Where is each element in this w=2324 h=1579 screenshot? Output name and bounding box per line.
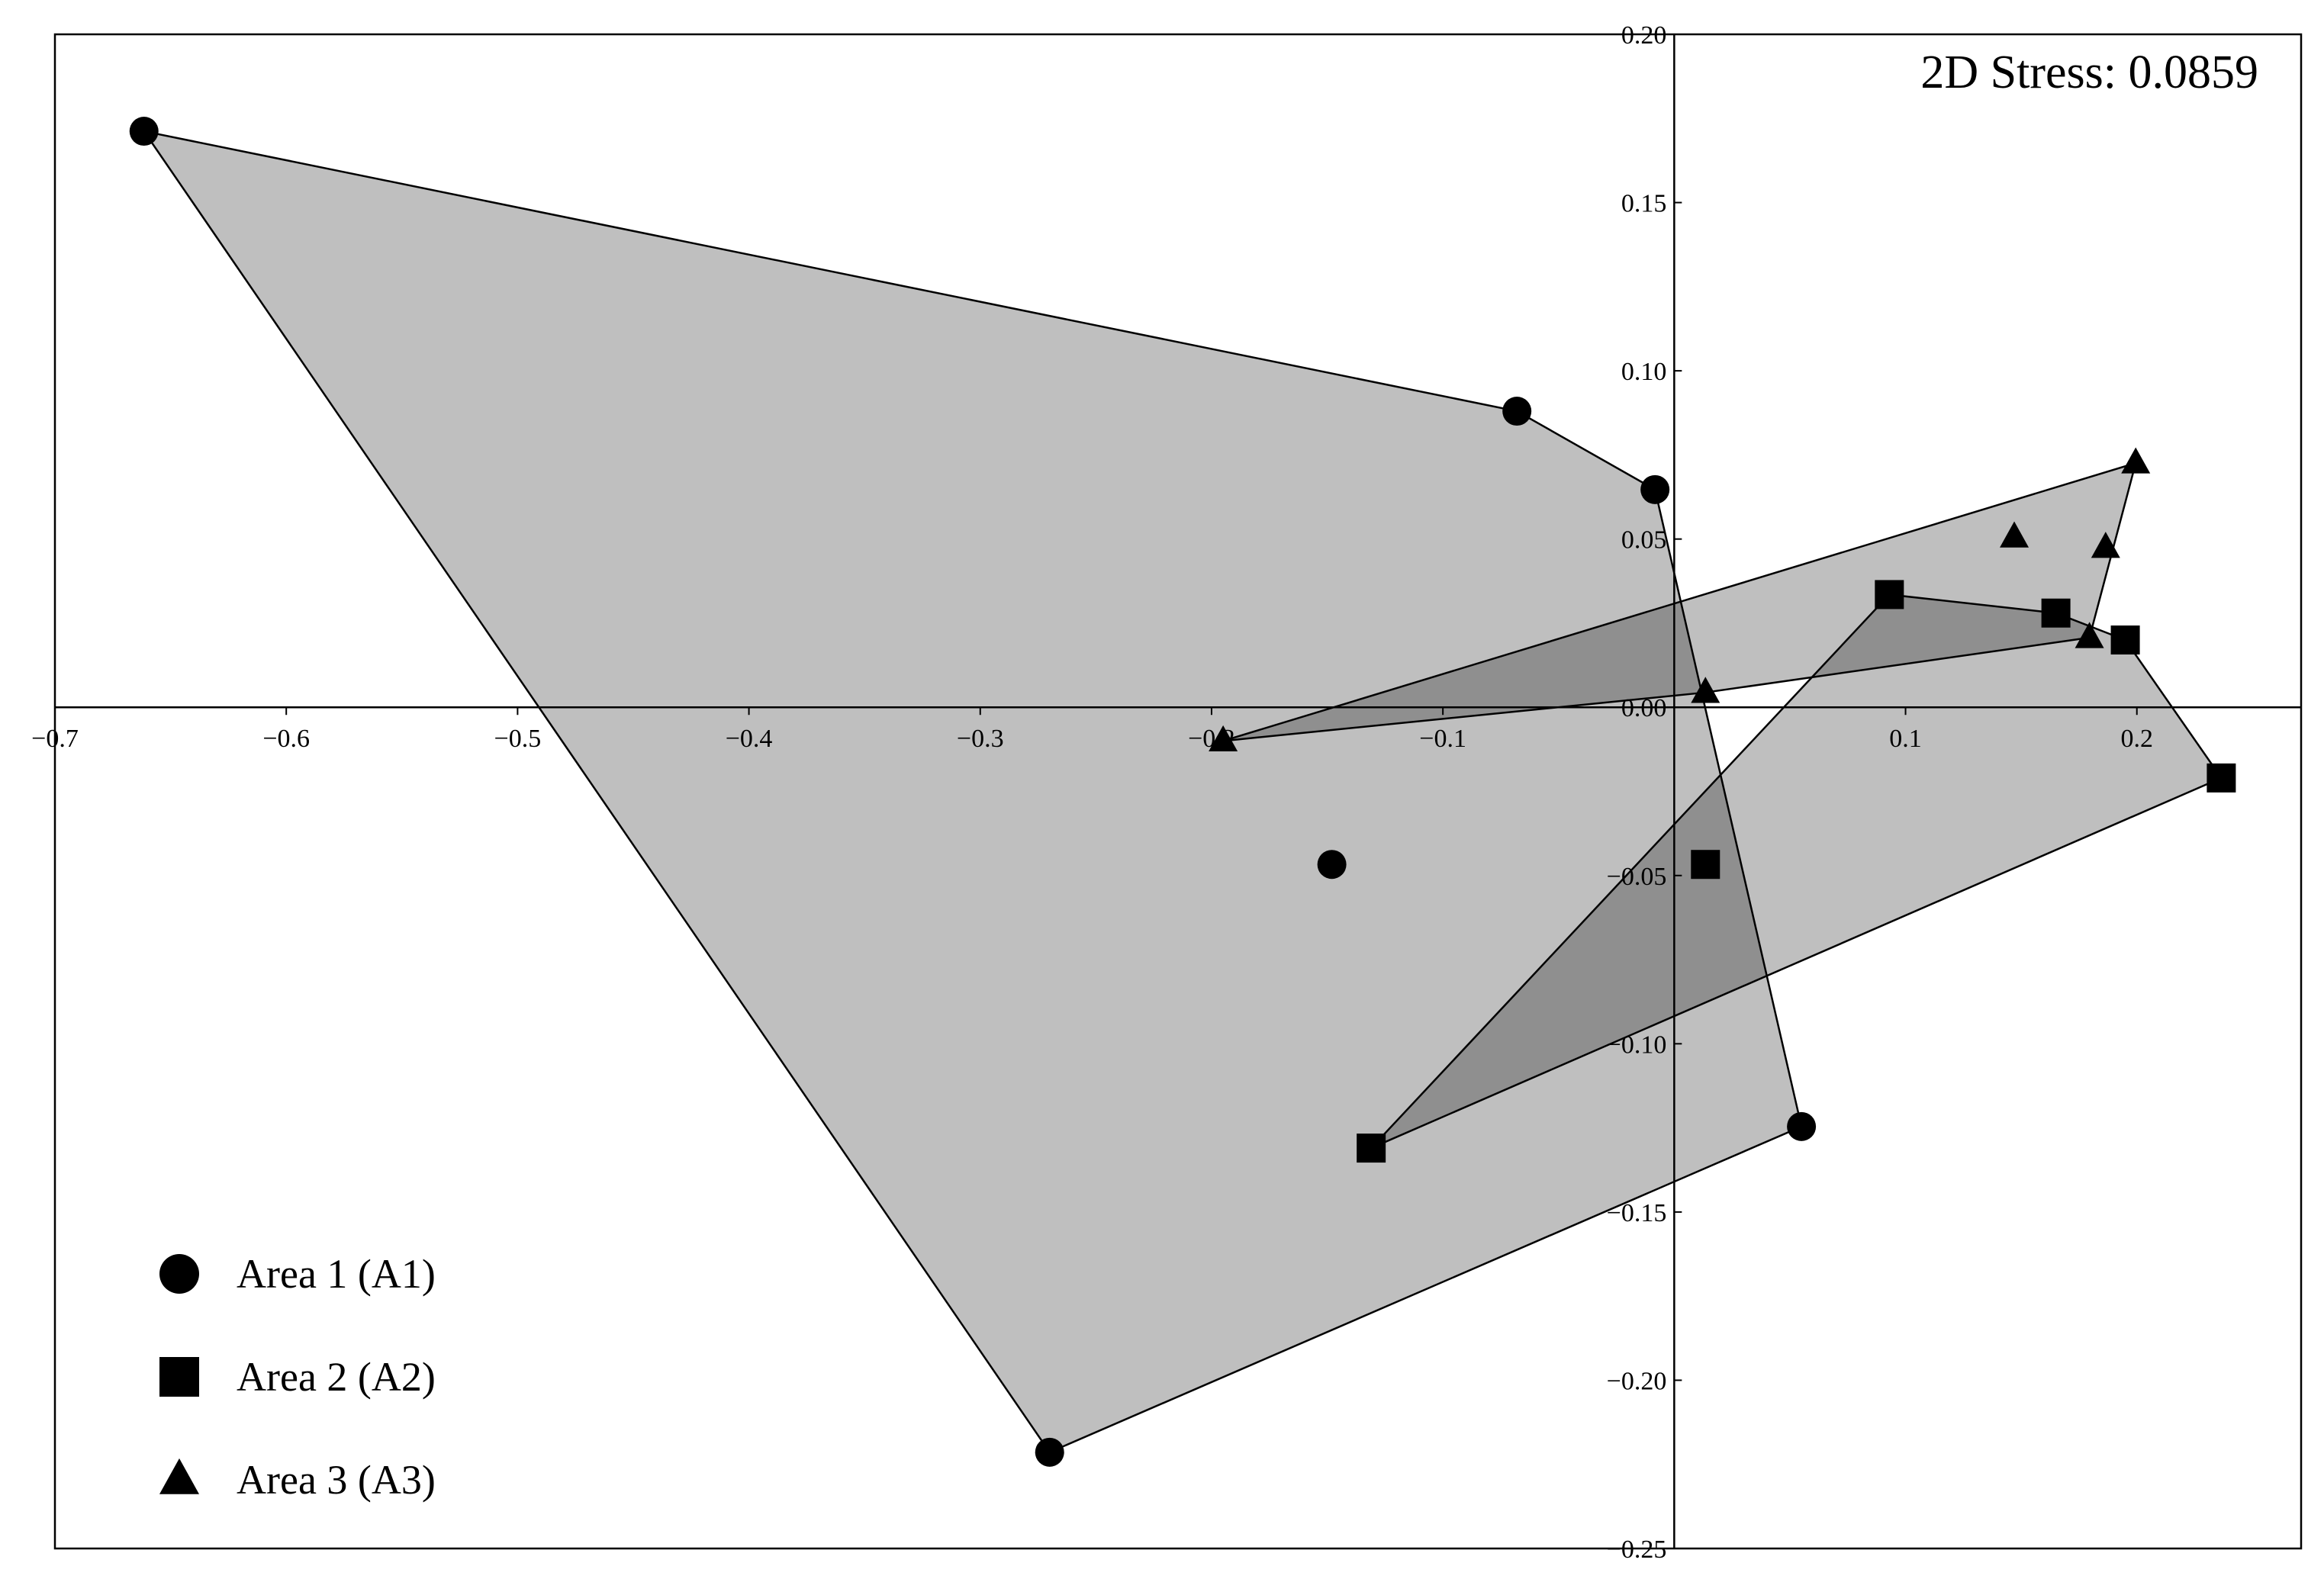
point <box>129 117 159 146</box>
legend-label: Area 1 (A1) <box>237 1251 436 1297</box>
legend-label: Area 3 (A3) <box>237 1457 436 1503</box>
point <box>2110 625 2140 654</box>
hull <box>141 130 1803 1454</box>
y-tick-label: −0.05 <box>1607 863 1667 891</box>
x-tick-label: −0.3 <box>957 725 1004 753</box>
annotation: 2D Stress: 0.0859 <box>1920 47 2258 98</box>
legend-marker <box>159 1254 199 1294</box>
y-tick-label: 0.05 <box>1621 526 1667 555</box>
x-tick-label: −0.7 <box>31 725 79 753</box>
point <box>1035 1437 1064 1467</box>
legend-marker <box>159 1458 199 1494</box>
y-tick-label: 0.20 <box>1621 21 1667 50</box>
point <box>1317 850 1347 880</box>
point <box>2207 763 2236 793</box>
point <box>2091 532 2120 558</box>
y-tick-label: −0.15 <box>1607 1199 1667 1227</box>
point <box>2000 521 2029 548</box>
point <box>1209 725 1238 752</box>
y-tick-label: −0.20 <box>1607 1367 1667 1395</box>
legend-label: Area 2 (A2) <box>237 1354 436 1400</box>
point <box>1640 474 1670 504</box>
y-tick-label: 0.15 <box>1621 190 1667 218</box>
x-tick-label: 0.2 <box>2120 725 2153 753</box>
point <box>1357 1134 1386 1163</box>
x-tick-label: 0.1 <box>1889 725 1922 753</box>
y-tick-label: −0.10 <box>1607 1031 1667 1059</box>
point <box>2041 598 2071 628</box>
point <box>2075 622 2104 648</box>
point <box>1691 677 1720 703</box>
y-tick-label: 0.00 <box>1621 694 1667 722</box>
x-tick-label: −0.4 <box>726 725 773 753</box>
point <box>1787 1111 1817 1141</box>
point <box>2121 447 2151 474</box>
y-tick-label: −0.25 <box>1607 1536 1667 1564</box>
x-tick-label: −0.6 <box>262 725 310 753</box>
x-tick-label: −0.1 <box>1419 725 1466 753</box>
plot-frame <box>53 33 2303 1550</box>
x-tick-label: −0.5 <box>494 725 542 753</box>
point <box>1691 850 1720 880</box>
y-tick-label: 0.10 <box>1621 358 1667 386</box>
legend-marker <box>159 1357 199 1397</box>
point <box>1875 580 1904 609</box>
point <box>1502 397 1532 426</box>
